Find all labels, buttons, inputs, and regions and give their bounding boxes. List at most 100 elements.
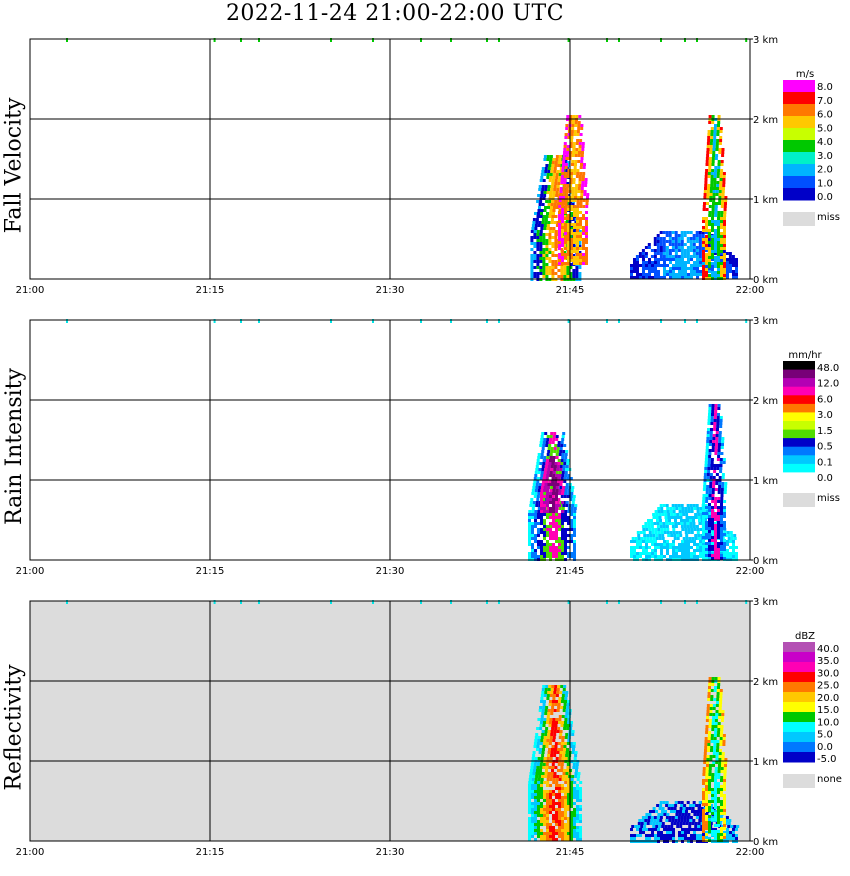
echo-cell — [564, 835, 567, 838]
echo-cell — [573, 525, 576, 528]
echo-cell — [570, 555, 573, 558]
echo-cell — [554, 179, 558, 182]
echo-cell — [550, 712, 554, 715]
echo-cell — [528, 829, 531, 832]
echo-cell — [662, 522, 666, 525]
echo-cell — [567, 736, 571, 739]
legend-swatch — [783, 80, 815, 93]
echo-cell — [564, 453, 568, 456]
echo-cell — [686, 237, 690, 240]
echo-cell — [564, 832, 567, 835]
echo-cell — [555, 531, 558, 534]
echo-cell — [717, 491, 721, 494]
echo-cell — [585, 241, 588, 244]
echo-cell — [722, 187, 725, 190]
echo-cell — [536, 727, 540, 730]
echo-cell — [671, 816, 675, 819]
echo-cell — [573, 787, 576, 790]
echo-cell — [709, 473, 713, 476]
echo-cell — [552, 173, 556, 176]
echo-cell — [694, 537, 698, 540]
echo-cell — [544, 712, 548, 715]
echo-cell — [714, 770, 718, 773]
echo-cell — [535, 504, 539, 507]
echo-cell — [711, 250, 714, 253]
echo-cell — [557, 444, 561, 447]
echo-cell — [717, 169, 721, 172]
echo-cell — [683, 255, 687, 258]
echo-cell — [708, 404, 712, 407]
echo-cell — [563, 477, 567, 480]
echo-cell — [564, 790, 567, 793]
echo-cell — [710, 749, 713, 752]
echo-cell — [665, 231, 669, 234]
echo-cell — [721, 193, 725, 196]
echo-cell — [729, 552, 732, 555]
echo-cell — [571, 504, 575, 507]
echo-cell — [657, 258, 660, 261]
echo-cell — [711, 488, 715, 491]
echo-cell — [554, 266, 558, 269]
echo-cell — [528, 802, 531, 805]
echo-cell — [561, 199, 565, 202]
echo-cell — [549, 835, 552, 838]
echo-cell — [537, 823, 540, 826]
legend-swatch — [783, 128, 815, 141]
echo-cell — [678, 264, 681, 267]
echo-cell — [647, 816, 651, 819]
echo-cell — [573, 543, 576, 546]
echo-cell — [711, 500, 715, 503]
echo-cell — [666, 552, 669, 555]
echo-cell — [708, 413, 711, 416]
echo-cell — [542, 272, 546, 275]
legend-swatch — [783, 92, 815, 105]
echo-cell — [706, 473, 710, 476]
echo-cell — [711, 521, 714, 524]
echo-cell — [705, 274, 708, 277]
echo-cell — [630, 546, 633, 549]
echo-cell — [564, 489, 568, 492]
echo-cell — [531, 817, 534, 820]
echo-cell — [537, 778, 541, 781]
echo-cell — [572, 745, 576, 748]
clutter-mark — [745, 38, 748, 42]
echo-cell — [630, 540, 633, 543]
echo-cell — [585, 238, 588, 241]
echo-cell — [727, 534, 731, 537]
echo-cell — [528, 531, 531, 534]
echo-cell — [554, 685, 558, 688]
echo-cell — [699, 540, 702, 543]
echo-cell — [641, 255, 645, 258]
echo-cell — [723, 770, 727, 773]
echo-cell — [717, 557, 720, 560]
echo-cell — [541, 185, 545, 188]
echo-cell — [537, 510, 541, 513]
echo-cell — [716, 734, 720, 737]
echo-cell — [528, 796, 531, 799]
echo-cell — [544, 185, 548, 188]
echo-cell — [557, 441, 561, 444]
echo-cell — [711, 809, 714, 812]
echo-cell — [555, 694, 559, 697]
echo-cell — [642, 828, 645, 831]
legend-swatch — [783, 672, 815, 683]
echo-cell — [555, 435, 559, 438]
echo-cell — [571, 124, 575, 127]
echo-cell — [723, 244, 726, 247]
echo-cell — [645, 552, 648, 555]
echo-cell — [555, 793, 558, 796]
echo-cell — [705, 821, 708, 824]
echo-cell — [702, 241, 705, 244]
clutter-mark — [606, 38, 608, 42]
echo-cell — [528, 778, 532, 781]
echo-cell — [659, 522, 663, 525]
echo-cell — [708, 169, 712, 172]
echo-cell — [652, 534, 656, 537]
echo-cell — [692, 243, 696, 246]
echo-cell — [660, 546, 663, 549]
echo-cell — [710, 139, 714, 142]
echo-cell — [545, 254, 549, 257]
echo-cell — [531, 516, 534, 519]
echo-cell — [720, 542, 723, 545]
echo-cell — [702, 208, 706, 211]
